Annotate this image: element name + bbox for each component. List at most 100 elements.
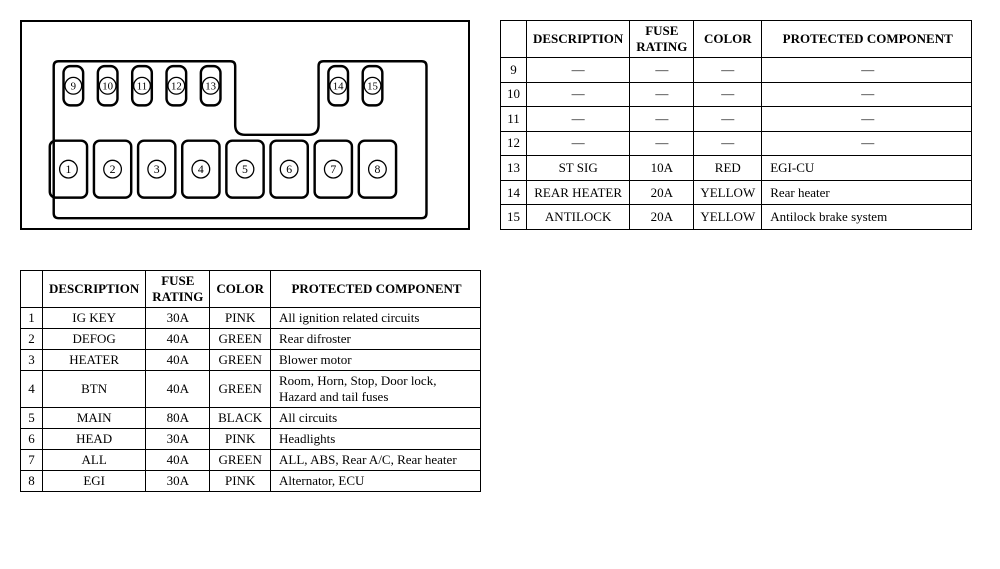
fuse-number-label: 4 xyxy=(198,163,204,176)
cell-color: GREEN xyxy=(210,450,271,471)
fuse-number-label: 14 xyxy=(333,81,344,93)
cell-fuse-rating: 40A xyxy=(146,450,210,471)
fuse-number-label: 11 xyxy=(137,81,147,93)
cell-protected-component: All ignition related circuits xyxy=(271,308,481,329)
cell-protected-component: Blower motor xyxy=(271,350,481,371)
fuse-table-bottom: DESCRIPTION FUSE RATING COLOR PROTECTED … xyxy=(20,270,481,492)
header-description: DESCRIPTION xyxy=(527,21,630,58)
cell-protected-component: EGI-CU xyxy=(762,156,972,181)
cell-color: PINK xyxy=(210,471,271,492)
cell-fuse-rating: 30A xyxy=(146,308,210,329)
cell-protected-component: All circuits xyxy=(271,408,481,429)
cell-color: PINK xyxy=(210,429,271,450)
fuse-number-label: 13 xyxy=(205,81,216,93)
cell-protected-component: Antilock brake system xyxy=(762,205,972,230)
fuse-table-right: DESCRIPTION FUSE RATING COLOR PROTECTED … xyxy=(500,20,972,230)
cell-description: — xyxy=(527,82,630,107)
cell-num: 4 xyxy=(21,371,43,408)
fuse-number-label: 5 xyxy=(242,163,248,176)
cell-description: HEAD xyxy=(43,429,146,450)
fuse-number-label: 1 xyxy=(65,163,71,176)
table-row: 11———— xyxy=(501,107,972,132)
cell-color: RED xyxy=(694,156,762,181)
table-row: 9———— xyxy=(501,58,972,83)
table-header-row: DESCRIPTION FUSE RATING COLOR PROTECTED … xyxy=(501,21,972,58)
cell-num: 12 xyxy=(501,131,527,156)
cell-color: — xyxy=(694,131,762,156)
cell-num: 9 xyxy=(501,58,527,83)
table-row: 5MAIN80ABLACKAll circuits xyxy=(21,408,481,429)
cell-num: 14 xyxy=(501,180,527,205)
table-row: 2DEFOG40AGREENRear difroster xyxy=(21,329,481,350)
cell-description: — xyxy=(527,58,630,83)
cell-color: — xyxy=(694,82,762,107)
cell-fuse-rating: 30A xyxy=(146,429,210,450)
cell-num: 10 xyxy=(501,82,527,107)
cell-protected-component: — xyxy=(762,58,972,83)
fuse-number-label: 12 xyxy=(171,81,182,93)
cell-fuse-rating: 80A xyxy=(146,408,210,429)
cell-color: BLACK xyxy=(210,408,271,429)
fuse-number-label: 7 xyxy=(330,163,336,176)
cell-fuse-rating: 40A xyxy=(146,371,210,408)
cell-num: 5 xyxy=(21,408,43,429)
fuse-number-label: 10 xyxy=(102,81,113,93)
cell-description: EGI xyxy=(43,471,146,492)
cell-protected-component: — xyxy=(762,131,972,156)
cell-fuse-rating: — xyxy=(630,131,694,156)
cell-num: 11 xyxy=(501,107,527,132)
table-row: 13ST SIG10AREDEGI-CU xyxy=(501,156,972,181)
cell-num: 3 xyxy=(21,350,43,371)
cell-description: — xyxy=(527,131,630,156)
cell-fuse-rating: 30A xyxy=(146,471,210,492)
cell-color: — xyxy=(694,107,762,132)
cell-protected-component: Rear heater xyxy=(762,180,972,205)
cell-color: — xyxy=(694,58,762,83)
fuse-number-label: 9 xyxy=(71,81,76,93)
cell-fuse-rating: — xyxy=(630,107,694,132)
cell-fuse-rating: 40A xyxy=(146,329,210,350)
cell-protected-component: Headlights xyxy=(271,429,481,450)
header-color: COLOR xyxy=(210,271,271,308)
cell-num: 13 xyxy=(501,156,527,181)
cell-description: HEATER xyxy=(43,350,146,371)
cell-protected-component: ALL, ABS, Rear A/C, Rear heater xyxy=(271,450,481,471)
cell-num: 15 xyxy=(501,205,527,230)
cell-num: 6 xyxy=(21,429,43,450)
cell-color: GREEN xyxy=(210,371,271,408)
table-row: 3HEATER40AGREENBlower motor xyxy=(21,350,481,371)
cell-description: REAR HEATER xyxy=(527,180,630,205)
cell-color: GREEN xyxy=(210,350,271,371)
table-row: 4BTN40AGREENRoom, Horn, Stop, Door lock,… xyxy=(21,371,481,408)
cell-description: — xyxy=(527,107,630,132)
header-protected: PROTECTED COMPONENT xyxy=(271,271,481,308)
header-protected: PROTECTED COMPONENT xyxy=(762,21,972,58)
cell-color: YELLOW xyxy=(694,180,762,205)
fusebox-diagram: 910111213141512345678 xyxy=(20,20,470,230)
fuse-number-label: 15 xyxy=(367,81,378,93)
cell-protected-component: Room, Horn, Stop, Door lock, Hazard and … xyxy=(271,371,481,408)
cell-description: BTN xyxy=(43,371,146,408)
fuse-number-label: 6 xyxy=(286,163,292,176)
header-fuse-rating: FUSE RATING xyxy=(146,271,210,308)
table-row: 8EGI30APINKAlternator, ECU xyxy=(21,471,481,492)
cell-color: YELLOW xyxy=(694,205,762,230)
cell-protected-component: — xyxy=(762,82,972,107)
cell-protected-component: — xyxy=(762,107,972,132)
table-row: 7ALL40AGREENALL, ABS, Rear A/C, Rear hea… xyxy=(21,450,481,471)
table-row: 10———— xyxy=(501,82,972,107)
cell-description: ALL xyxy=(43,450,146,471)
table-header-row: DESCRIPTION FUSE RATING COLOR PROTECTED … xyxy=(21,271,481,308)
table-row: 15ANTILOCK20AYELLOWAntilock brake system xyxy=(501,205,972,230)
header-fuse-rating: FUSE RATING xyxy=(630,21,694,58)
header-num xyxy=(21,271,43,308)
cell-num: 2 xyxy=(21,329,43,350)
cell-protected-component: Rear difroster xyxy=(271,329,481,350)
cell-description: ST SIG xyxy=(527,156,630,181)
cell-fuse-rating: 20A xyxy=(630,205,694,230)
fusebox-svg: 910111213141512345678 xyxy=(22,22,468,228)
cell-fuse-rating: 20A xyxy=(630,180,694,205)
cell-description: MAIN xyxy=(43,408,146,429)
table-row: 14REAR HEATER20AYELLOWRear heater xyxy=(501,180,972,205)
fuse-number-label: 8 xyxy=(374,163,380,176)
